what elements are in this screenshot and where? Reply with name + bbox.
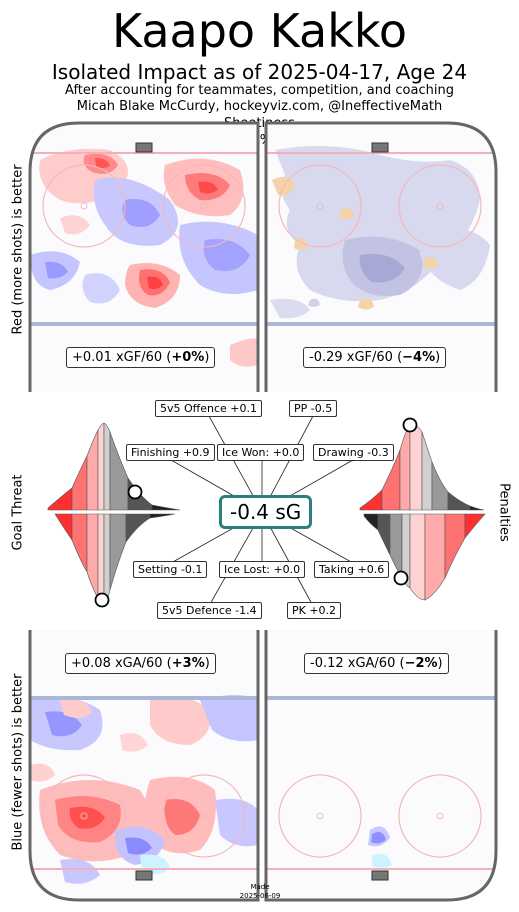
bottom-left-side-label: Blue (fewer shots) is better <box>10 673 26 851</box>
goal-threat-lower-distribution <box>54 513 176 606</box>
offence-5v5-xg-box: +0.01 xGF/60 (+0%) <box>66 347 216 368</box>
penalties-lower-distribution <box>363 513 486 601</box>
rink-defence-pk <box>266 630 496 900</box>
rink-defence-5v5 <box>30 630 258 900</box>
heatmap-defence-pk <box>368 826 392 868</box>
heatmap-offence-pp <box>270 146 490 319</box>
drawing-marker <box>402 417 418 433</box>
drawing-impact-box: Drawing -0.3 <box>313 444 394 461</box>
defence-5v5-impact-box: 5v5 Defence -1.4 <box>157 602 262 619</box>
made-date: 2025-06-09 <box>239 892 281 900</box>
setting-impact-box: Setting -0.1 <box>133 561 208 578</box>
page-title: Kaapo Kakko <box>111 4 408 58</box>
credit-line-2: Micah Blake McCurdy, hockeyviz.com, @Ine… <box>76 99 443 114</box>
taking-marker <box>393 570 409 586</box>
top-left-side-label: Red (more shots) is better <box>10 164 26 335</box>
taking-impact-box: Taking +0.6 <box>314 561 390 578</box>
finishing-marker <box>127 484 143 500</box>
page-subtitle: Isolated Impact as of 2025-04-17, Age 24 <box>51 60 468 84</box>
ice-lost-impact-box: Ice Lost: +0.0 <box>219 561 306 578</box>
finishing-impact-box: Finishing +0.9 <box>126 444 215 461</box>
setting-marker <box>94 592 110 608</box>
pk-impact-box: PK +0.2 <box>287 602 342 619</box>
total-sg-box: -0.4 sG <box>219 495 313 529</box>
offence-5v5-impact-box: 5v5 Offence +0.1 <box>155 400 263 417</box>
ice-won-impact-box: Ice Won: +0.0 <box>217 444 305 461</box>
defence-pk-xg-box: -0.12 xGA/60 (−2%) <box>304 653 449 674</box>
penalties-label: Penalties <box>496 483 512 542</box>
goal-threat-upper-distribution <box>47 422 181 511</box>
penalties-upper-distribution <box>359 422 485 511</box>
pp-impact-box: PP -0.5 <box>289 400 338 417</box>
defence-5v5-xg-box: +0.08 xGA/60 (+3%) <box>65 653 216 674</box>
offence-pp-xg-box: -0.29 xGF/60 (−4%) <box>303 347 447 368</box>
heatmap-offence-5v5 <box>30 148 258 367</box>
goal-threat-label: Goal Threat <box>10 474 26 551</box>
made-label: Made <box>250 883 270 891</box>
credit-line-1: After accounting for teammates, competit… <box>65 83 454 98</box>
